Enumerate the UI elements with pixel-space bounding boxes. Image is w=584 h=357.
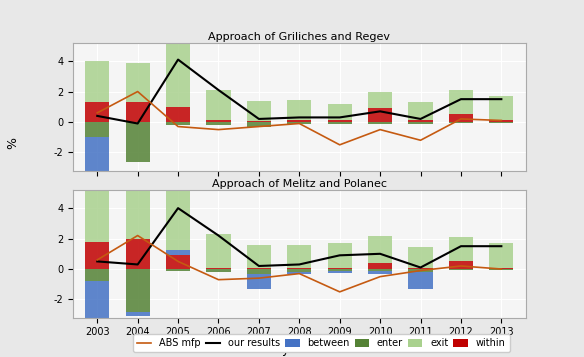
Bar <box>287 245 311 267</box>
Bar <box>166 255 190 269</box>
Bar <box>126 102 150 122</box>
Bar <box>126 238 150 269</box>
Bar <box>247 268 271 269</box>
Legend: ABS mfp, our results, between, enter, exit, within: ABS mfp, our results, between, enter, ex… <box>133 335 509 352</box>
Bar <box>489 120 513 122</box>
Bar <box>368 263 392 269</box>
Bar <box>489 243 513 267</box>
Bar <box>449 261 473 269</box>
Bar <box>287 120 311 122</box>
Bar <box>408 102 433 120</box>
Title: Approach of Melitz and Polanec: Approach of Melitz and Polanec <box>212 179 387 189</box>
Bar <box>247 121 271 122</box>
Bar <box>408 247 433 268</box>
Bar <box>328 243 352 267</box>
Bar <box>328 120 352 122</box>
Bar <box>408 122 433 124</box>
Bar <box>489 267 513 269</box>
Bar <box>408 272 433 289</box>
Bar <box>206 122 231 125</box>
Bar <box>85 281 109 318</box>
Bar <box>287 267 311 269</box>
Bar <box>287 269 311 272</box>
Bar <box>328 122 352 124</box>
Bar <box>166 269 190 271</box>
Bar <box>449 237 473 261</box>
Bar <box>489 122 513 123</box>
Bar <box>126 62 150 102</box>
Bar <box>247 273 271 289</box>
Bar <box>287 100 311 120</box>
Bar <box>206 120 231 122</box>
Bar <box>126 312 150 316</box>
Bar <box>368 91 392 108</box>
Bar <box>166 38 190 107</box>
Bar <box>85 137 109 171</box>
Text: %: % <box>6 137 19 149</box>
Bar <box>489 96 513 120</box>
Bar <box>449 269 473 270</box>
Bar <box>85 269 109 281</box>
Bar <box>206 267 231 269</box>
Bar <box>287 122 311 124</box>
Bar <box>328 269 352 271</box>
Bar <box>85 122 109 137</box>
X-axis label: years: years <box>282 343 317 356</box>
Title: Approach of Griliches and Regev: Approach of Griliches and Regev <box>208 32 390 42</box>
Bar <box>126 190 150 238</box>
Bar <box>247 245 271 268</box>
Bar <box>408 120 433 122</box>
Bar <box>368 122 392 124</box>
Bar <box>247 101 271 121</box>
Bar <box>368 108 392 122</box>
Bar <box>328 271 352 273</box>
Bar <box>126 122 150 162</box>
Bar <box>247 122 271 126</box>
Bar <box>287 272 311 274</box>
Bar <box>85 102 109 122</box>
Bar <box>449 122 473 123</box>
Bar <box>166 107 190 122</box>
Bar <box>489 269 513 270</box>
Bar <box>328 267 352 269</box>
Bar <box>85 61 109 102</box>
Bar <box>368 269 392 271</box>
Bar <box>408 268 433 269</box>
Bar <box>408 269 433 272</box>
Bar <box>206 234 231 267</box>
Bar <box>126 269 150 312</box>
Bar <box>166 122 190 125</box>
Bar <box>368 236 392 263</box>
Bar <box>328 104 352 120</box>
Bar <box>247 269 271 273</box>
Bar <box>449 90 473 114</box>
Bar <box>449 114 473 122</box>
Bar <box>368 271 392 273</box>
Bar <box>85 190 109 242</box>
Bar <box>166 250 190 255</box>
Bar <box>166 181 190 250</box>
Bar <box>206 90 231 120</box>
Bar <box>206 269 231 272</box>
Bar <box>85 242 109 269</box>
